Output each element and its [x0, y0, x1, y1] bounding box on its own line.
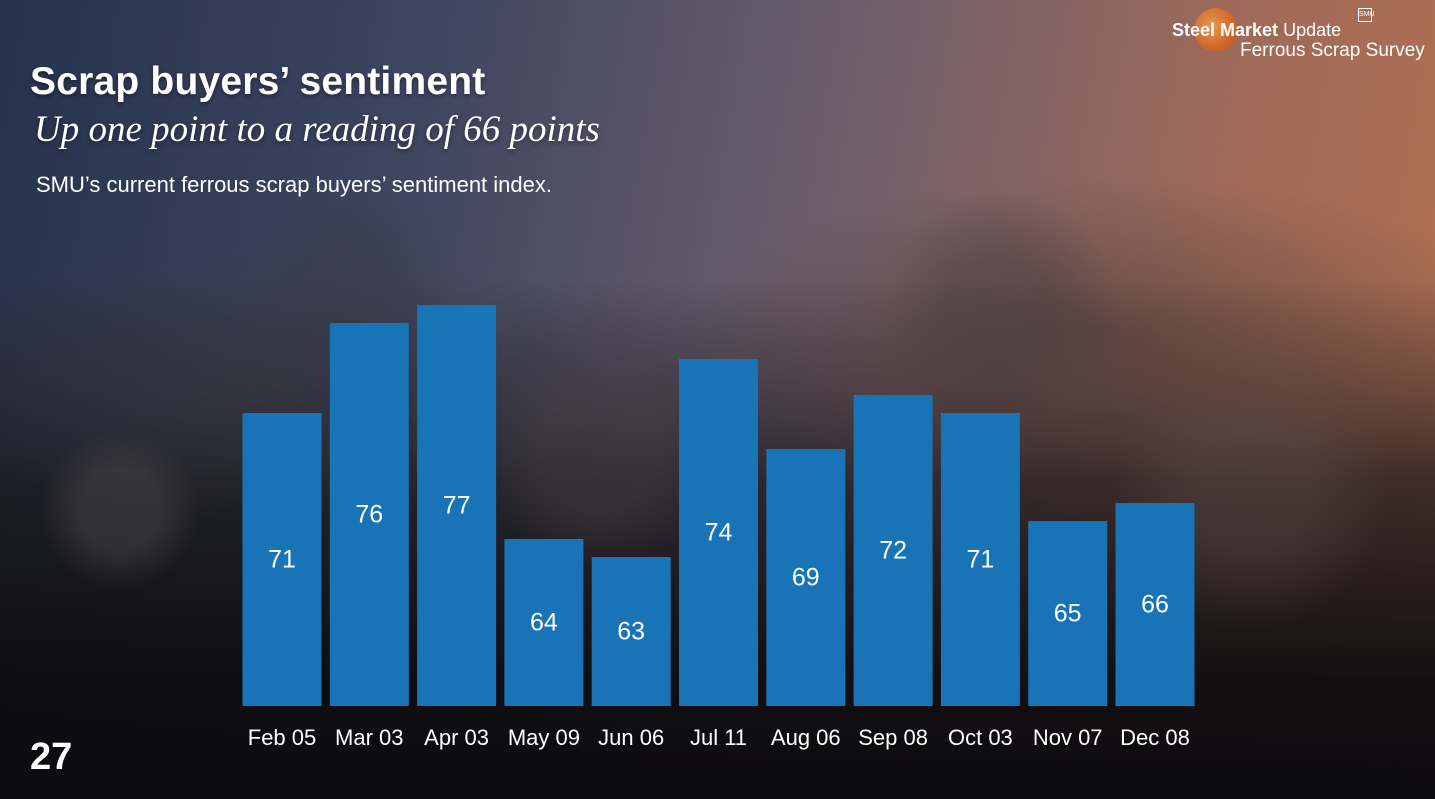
- chart-description: SMU’s current ferrous scrap buyers’ sent…: [36, 172, 552, 197]
- bar-value-label: 72: [879, 537, 907, 565]
- bar-jun-06: [591, 557, 671, 706]
- x-tick-labels-group: Feb 05 Mar 03 Apr 03 May 09 Jun 06 Jul 11 Aug …: [248, 725, 1190, 750]
- logo-badge: SMU: [1358, 8, 1375, 22]
- x-tick-label: Nov 07: [1033, 725, 1103, 750]
- x-tick-label: Sep 08: [858, 725, 928, 750]
- bar-value-label: 66: [1141, 591, 1169, 619]
- bar-value-label: 64: [530, 609, 558, 637]
- logo-brand-light: Update: [1283, 20, 1342, 40]
- bar-aug-06: [766, 449, 846, 706]
- bar-apr-03: [417, 305, 497, 706]
- x-tick-label: Mar 03: [335, 725, 403, 750]
- smu-logo: Steel Market Update Ferrous Scrap Survey…: [1170, 6, 1425, 64]
- bar-nov-07: [1028, 521, 1108, 706]
- logo-brand: Steel Market Update: [1172, 20, 1341, 41]
- x-tick-label: Oct 03: [948, 725, 1013, 750]
- bar-jul-11: [679, 359, 758, 706]
- bar-value-label: 71: [966, 546, 994, 574]
- bar-value-label: 63: [617, 618, 645, 646]
- slide-title: Scrap buyers’ sentiment: [30, 60, 486, 103]
- bars-group: [242, 305, 1195, 706]
- bar-value-label: 76: [355, 501, 383, 529]
- x-tick-label: Jun 06: [598, 725, 664, 750]
- x-tick-label: Apr 03: [424, 725, 489, 750]
- logo-swoosh-icon: [1194, 8, 1238, 52]
- x-tick-label: Jul 11: [690, 725, 747, 750]
- slide-subtitle: Up one point to a reading of 66 points: [34, 109, 600, 150]
- bar-mar-03: [329, 323, 409, 706]
- bar-sep-08: [853, 395, 933, 706]
- bar-oct-03: [940, 413, 1020, 706]
- bar-may-09: [504, 539, 584, 706]
- x-tick-label: Feb 05: [248, 725, 317, 750]
- bar-value-label: 74: [705, 519, 733, 547]
- x-tick-label: Dec 08: [1120, 725, 1190, 750]
- bar-labels-group: 71 76 77 64 63 74 69 72 71 65 66: [268, 492, 1169, 646]
- x-tick-label: Aug 06: [771, 725, 841, 750]
- bar-value-label: 65: [1054, 600, 1082, 628]
- bar-value-label: 77: [443, 492, 471, 520]
- logo-brand-bold: Steel Market: [1172, 20, 1279, 40]
- bar-value-label: 69: [792, 564, 820, 592]
- x-tick-label: May 09: [508, 725, 580, 750]
- bar-dec-08: [1115, 503, 1195, 706]
- bar-value-label: 71: [268, 546, 296, 574]
- logo-survey-name: Ferrous Scrap Survey: [1240, 40, 1425, 61]
- page-number: 27: [30, 736, 73, 778]
- bar-feb-05: [242, 413, 322, 706]
